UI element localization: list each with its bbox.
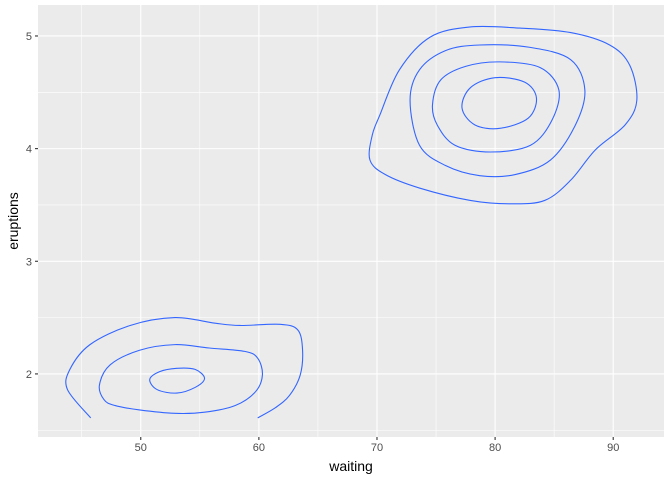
contour-line: [409, 44, 586, 178]
x-tick-label: 90: [607, 442, 619, 454]
y-tick-label: 4: [26, 144, 32, 156]
y-tick-label: 5: [26, 31, 32, 43]
y-tick-label: 3: [26, 256, 32, 268]
contour-line: [461, 76, 538, 130]
x-tick-label: 80: [489, 442, 501, 454]
contour-line: [149, 367, 206, 394]
y-axis-label: eruptions: [5, 192, 21, 250]
x-tick-label: 70: [371, 442, 383, 454]
contour-line: [368, 25, 638, 205]
contour-line: [65, 317, 304, 419]
y-tick-label: 2: [26, 369, 32, 381]
x-tick-label: 60: [253, 442, 265, 454]
plot-panel: [38, 5, 664, 437]
x-axis-label: waiting: [328, 458, 373, 474]
x-tick-label: 50: [135, 442, 147, 454]
contour-line: [98, 344, 263, 415]
contour-line: [431, 61, 560, 153]
